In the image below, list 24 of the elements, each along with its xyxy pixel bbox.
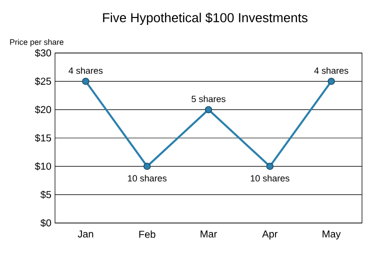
y-tick-label: $0 bbox=[40, 218, 52, 228]
point bbox=[328, 78, 335, 85]
point bbox=[82, 78, 90, 85]
y-tick-label: $10 bbox=[34, 162, 52, 170]
annotation: 5 shares bbox=[192, 96, 226, 102]
point bbox=[204, 106, 212, 114]
y-axis-title: Price per share bbox=[10, 39, 64, 46]
x-tick-label: May bbox=[322, 230, 341, 240]
y-tick-label: $25 bbox=[34, 77, 52, 86]
x-tick-label: Apr bbox=[262, 230, 278, 240]
point bbox=[266, 162, 274, 170]
annotation: 10 shares bbox=[250, 174, 290, 182]
x-tick-label: Mar bbox=[200, 230, 217, 238]
chart-title: Five Hypothetical $100 Investments bbox=[103, 12, 308, 25]
y-tick-label: $20 bbox=[34, 106, 52, 114]
point bbox=[144, 162, 151, 170]
y-tick-label: $5 bbox=[40, 190, 52, 199]
annotation: 4 shares bbox=[68, 67, 103, 74]
y-tick-label: $15 bbox=[34, 134, 52, 142]
annotation: 4 shares bbox=[314, 67, 348, 74]
annotation: 10 shares bbox=[128, 174, 167, 182]
y-tick-label: $30 bbox=[34, 48, 52, 58]
x-tick-label: Jan bbox=[78, 230, 94, 238]
x-tick-label: Feb bbox=[139, 230, 156, 238]
